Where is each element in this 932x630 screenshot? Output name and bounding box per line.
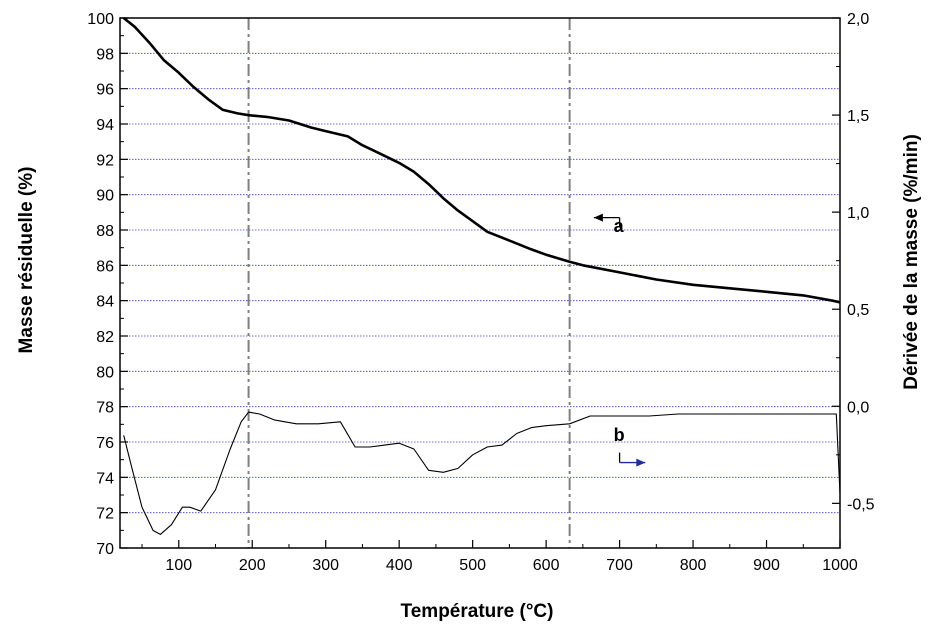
y-left-tick-label: 84 (96, 294, 114, 311)
x-tick-label: 100 (165, 557, 192, 574)
y-left-tick-label: 86 (96, 258, 114, 275)
plot-frame (119, 17, 841, 549)
y-right-tick-label: 1,5 (847, 108, 869, 125)
axis-ticks: 100 200 300 400 500 600 700 800 900 1000 70 72 74 76 7… (87, 11, 874, 574)
y-left-tick-label: 98 (96, 46, 114, 63)
x-tick-label: 600 (533, 557, 560, 574)
y-right-tick-label: 1,0 (847, 205, 869, 222)
annotation-label-b: b (614, 425, 625, 445)
y-right-tick-label: 0,0 (847, 399, 869, 416)
x-tick-label: 400 (386, 557, 413, 574)
y-left-tick-label: 88 (96, 223, 114, 240)
y-left-tick-label: 70 (96, 541, 114, 558)
y-left-tick-label: 74 (96, 470, 114, 487)
x-tick-label: 300 (312, 557, 339, 574)
x-tick-label: 800 (680, 557, 707, 574)
y-left-tick-label: 96 (96, 82, 114, 99)
y-axis-left-title: Masse résiduelle (%) (16, 167, 37, 354)
plot-border (119, 17, 841, 549)
vertical-markers (247, 18, 571, 548)
y-right-tick-label: -0,5 (847, 496, 875, 513)
y-left-tick-label: 100 (87, 11, 114, 28)
x-tick-label: 1000 (822, 557, 858, 574)
x-tick-label: 500 (459, 557, 486, 574)
y-left-tick-label: 76 (96, 435, 114, 452)
x-tick-label: 700 (606, 557, 633, 574)
grid-lines (120, 52, 840, 514)
series-line-a (122, 16, 841, 304)
y-left-tick-label: 92 (96, 152, 114, 169)
y-right-tick-label: 0,5 (847, 302, 869, 319)
y-left-tick-label: 80 (96, 364, 114, 381)
x-axis-title: Température (°C) (401, 601, 554, 622)
x-tick-label: 200 (239, 557, 266, 574)
y-left-tick-label: 82 (96, 329, 114, 346)
y-left-tick-label: 72 (96, 506, 114, 523)
y-axis-right-title: Dérivée de la masse (%/min) (901, 134, 922, 390)
y-right-tick-label: 2,0 (847, 11, 869, 28)
x-tick-label: 900 (753, 557, 780, 574)
y-left-tick-label: 94 (96, 117, 114, 134)
series-group (122, 16, 841, 535)
annotation-arrowhead-b (636, 458, 646, 467)
series-line-b (123, 411, 841, 535)
annotation-arrowhead-a (593, 213, 603, 222)
y-left-tick-label: 78 (96, 400, 114, 417)
annotations: ab (593, 213, 646, 467)
y-left-tick-label: 90 (96, 188, 114, 205)
